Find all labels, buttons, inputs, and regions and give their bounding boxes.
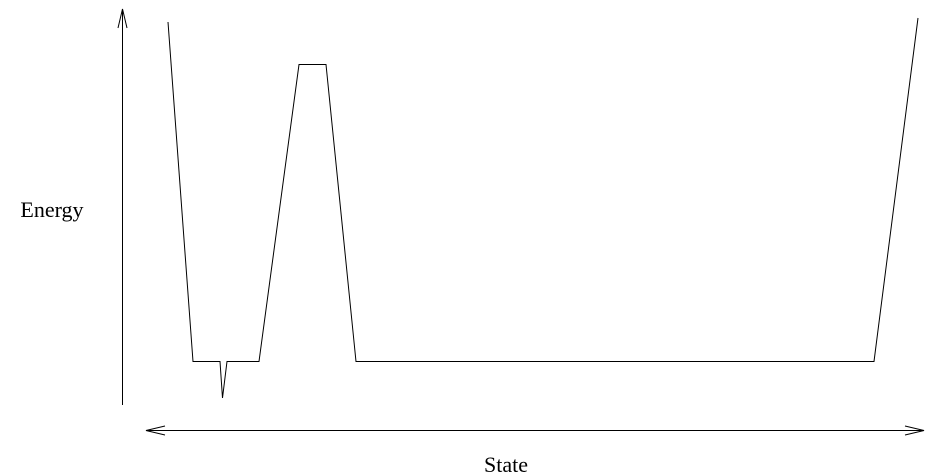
x-axis-label: State [484,452,528,476]
x-axis-arrowhead-left [145,425,166,436]
x-axis-arrowhead-right [904,425,925,436]
y-axis [117,8,128,405]
y-axis-arrowhead [117,8,128,29]
y-axis-label: Energy [20,197,83,222]
x-axis [145,425,925,436]
energy-curve [167,17,919,399]
